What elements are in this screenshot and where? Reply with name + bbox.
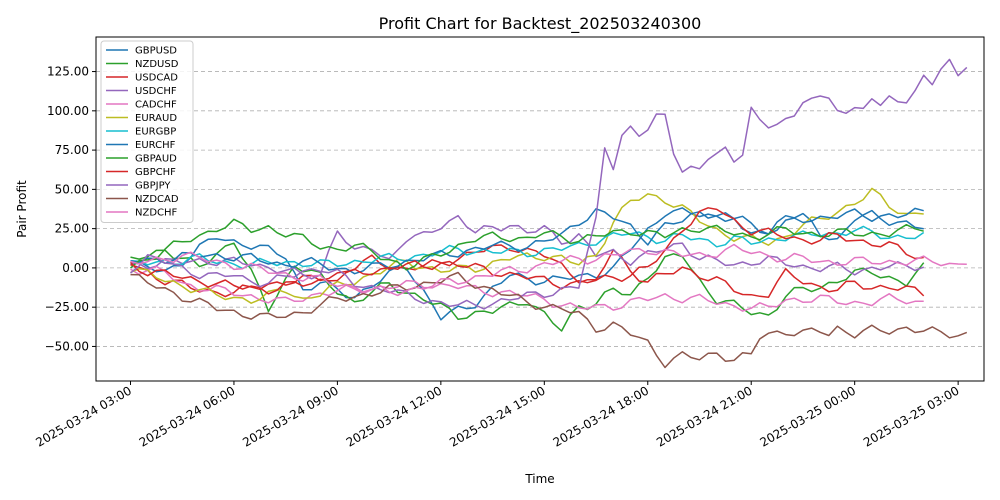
- legend-label: GBPUSD: [135, 46, 177, 57]
- legend: GBPUSD NZDUSD USDCAD USDCHF CADCHF EURAUD EURG…: [100, 40, 194, 223]
- plot-frame: [95, 36, 985, 382]
- series-line-gbpchf: [129, 207, 924, 295]
- x-tick-label: 2025-03-24 18:00: [551, 383, 652, 449]
- legend-label: NZDCAD: [135, 194, 179, 205]
- x-axis: 2025-03-24 03:00 2025-03-24 06:00 2025-03-…: [33, 381, 962, 450]
- y-tick-label: 25.00: [55, 222, 89, 236]
- x-tick-label: 2025-03-24 03:00: [33, 383, 134, 449]
- legend-label: GBPCHF: [135, 167, 176, 178]
- series-line-eurchf: [130, 207, 924, 275]
- x-tick-label: 2025-03-24 21:00: [654, 383, 755, 449]
- series-line-nzdchf: [130, 243, 967, 297]
- y-tick-label: 125.00: [47, 65, 89, 79]
- x-axis-label: Time: [524, 472, 554, 486]
- y-tick-label: 50.00: [55, 182, 89, 196]
- series-line-euraud: [130, 187, 924, 304]
- y-tick-label: −50.00: [45, 339, 89, 353]
- series-line-nzdcad: [130, 271, 968, 369]
- x-tick-label: 2025-03-24 09:00: [240, 383, 341, 449]
- chart-title: Profit Chart for Backtest_202503240300: [379, 14, 702, 34]
- y-tick-label: 100.00: [47, 104, 89, 118]
- legend-label: NZDCHF: [135, 208, 178, 219]
- legend-label: NZDUSD: [135, 59, 179, 70]
- x-tick-label: 2025-03-24 12:00: [344, 383, 445, 449]
- legend-label: USDCAD: [135, 73, 178, 84]
- series-line-gbpjpy: [130, 58, 968, 310]
- grid-lines: [96, 71, 984, 347]
- series-lines: [129, 58, 968, 369]
- y-tick-label: −25.00: [45, 300, 89, 314]
- series-line-cadchf: [130, 265, 924, 312]
- legend-label: EURAUD: [135, 113, 177, 124]
- x-tick-label: 2025-03-24 15:00: [447, 383, 548, 449]
- y-tick-label: 0.00: [62, 261, 89, 275]
- series-line-gbpaud: [130, 218, 924, 271]
- legend-box: [100, 40, 194, 223]
- y-axis-label: Pair Profit: [15, 180, 29, 238]
- y-tick-label: 75.00: [55, 143, 89, 157]
- legend-label: EURGBP: [135, 127, 176, 138]
- series-line-usdchf: [130, 214, 924, 280]
- legend-label: CADCHF: [135, 100, 177, 111]
- x-tick-label: 2025-03-25 03:00: [861, 383, 962, 449]
- y-axis: −50.00 −25.00 0.00 25.00 50.00 75.00 100.00 125…: [45, 65, 96, 353]
- legend-label: GBPAUD: [135, 154, 177, 165]
- legend-label: GBPJPY: [135, 181, 171, 192]
- x-tick-label: 2025-03-24 06:00: [137, 383, 238, 449]
- x-tick-label: 2025-03-25 00:00: [758, 383, 859, 449]
- legend-label: EURCHF: [135, 140, 176, 151]
- series-line-nzdusd: [130, 242, 925, 332]
- legend-label: USDCHF: [135, 86, 177, 97]
